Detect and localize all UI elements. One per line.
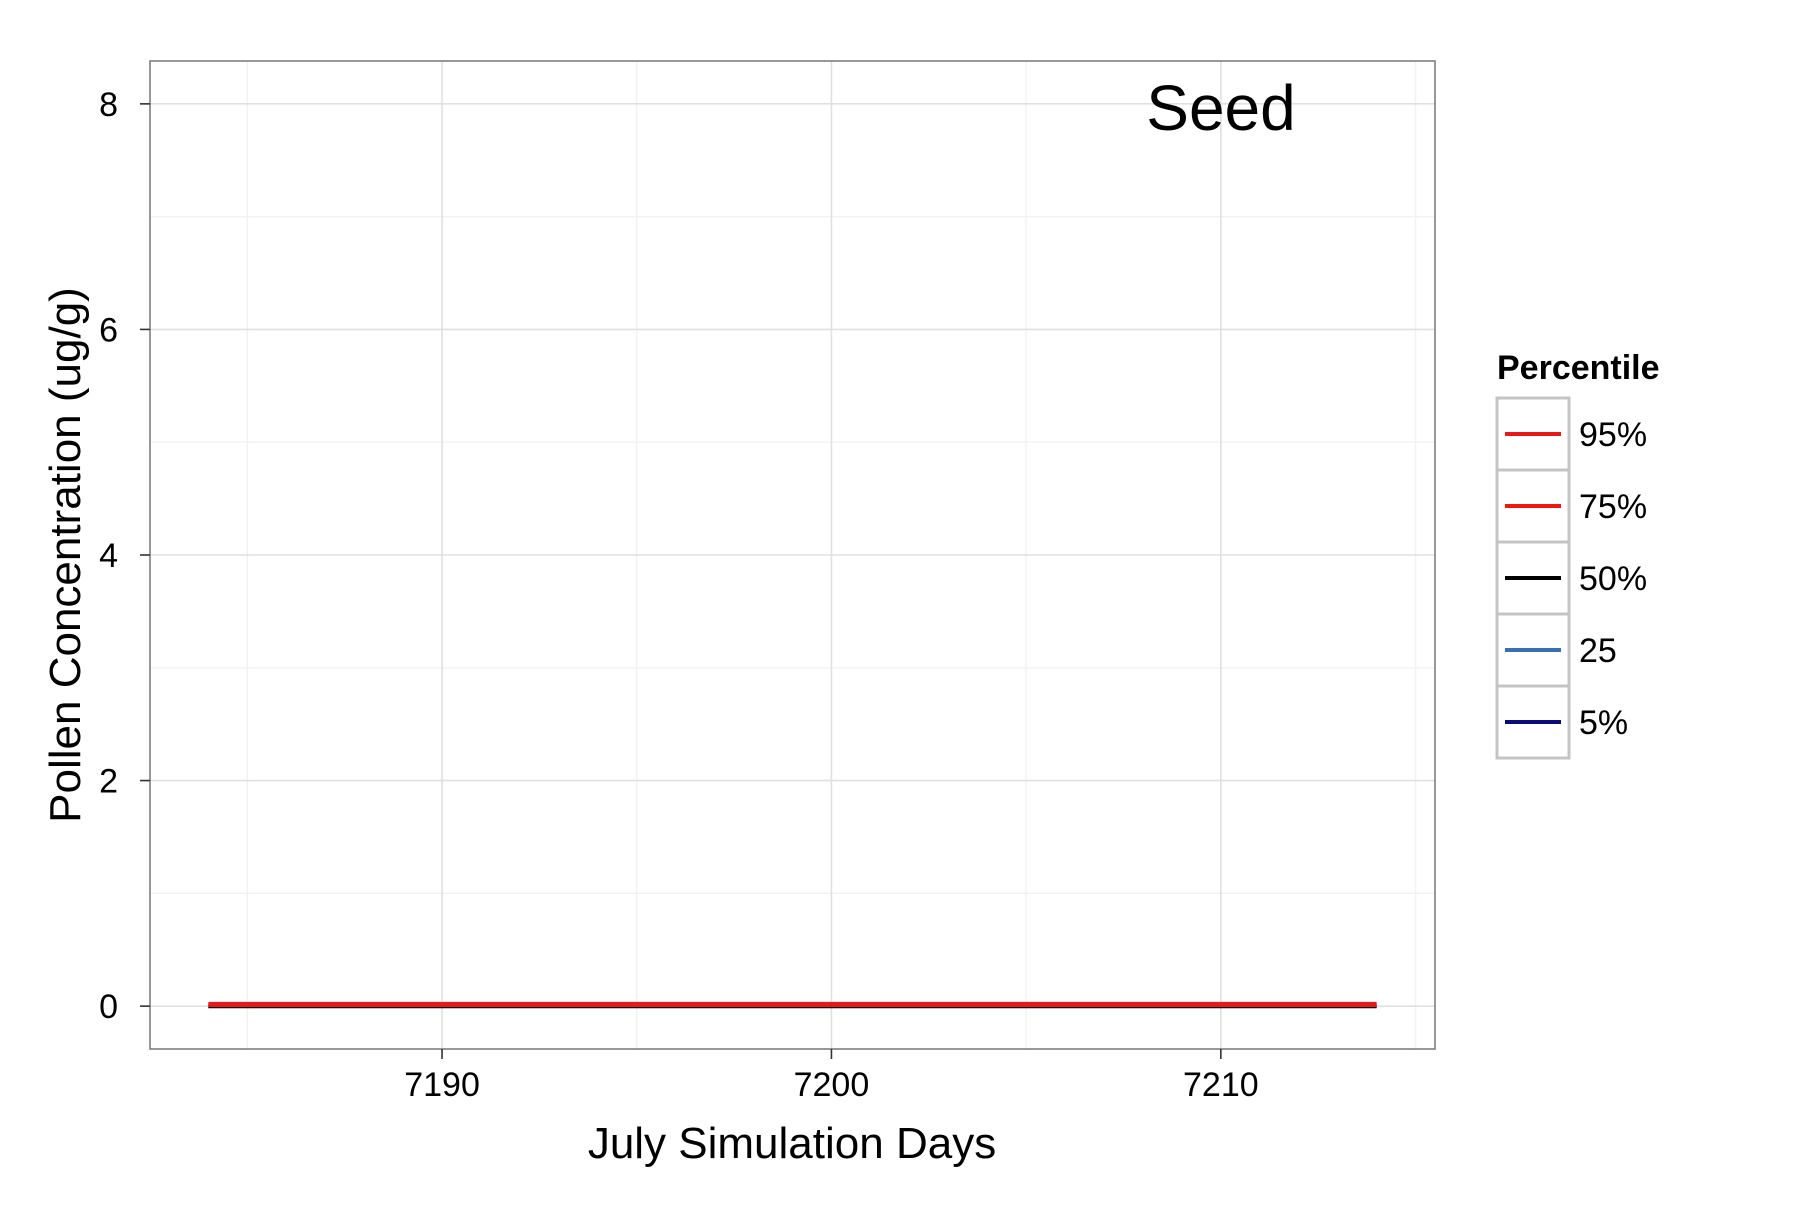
legend-item: 95%	[1495, 396, 1647, 472]
y-tick-label: 0	[99, 988, 118, 1026]
series-lines	[208, 1001, 1377, 1009]
y-tick-label: 6	[99, 311, 118, 349]
legend-item: 25	[1495, 612, 1617, 688]
legend-label: 25	[1579, 632, 1617, 670]
legend-item: 75%	[1495, 468, 1647, 544]
legend-label: 5%	[1579, 704, 1628, 742]
x-axis-label: July Simulation Days	[588, 1119, 996, 1168]
y-axis: 0 2 4 6 8	[99, 86, 150, 1026]
x-axis: 7190 7200 7210	[404, 1049, 1259, 1104]
legend-items: 95% 75% 50% 25 5%	[1495, 396, 1647, 760]
legend: Percentile 95% 75% 50% 25 5%	[1495, 349, 1660, 760]
panel-annotation: Seed	[1146, 72, 1295, 144]
legend-title: Percentile	[1497, 349, 1660, 387]
y-axis-label: Pollen Concentration (ug/g)	[41, 287, 90, 823]
legend-label: 95%	[1579, 416, 1647, 454]
x-tick-label: 7190	[404, 1066, 480, 1104]
y-tick-label: 8	[99, 86, 118, 124]
y-tick-label: 2	[99, 763, 118, 801]
legend-item: 5%	[1495, 684, 1628, 760]
legend-item: 50%	[1495, 540, 1647, 616]
legend-label: 50%	[1579, 560, 1647, 598]
plot-panel: Seed	[149, 60, 1436, 1050]
legend-label: 75%	[1579, 488, 1647, 526]
y-tick-label: 4	[99, 537, 118, 575]
x-tick-label: 7200	[794, 1066, 870, 1104]
x-tick-label: 7210	[1183, 1066, 1259, 1104]
